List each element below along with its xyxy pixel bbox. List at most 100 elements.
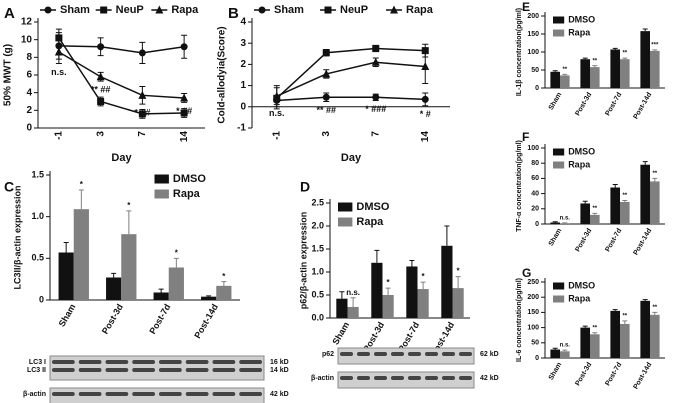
marker [55, 34, 63, 42]
x-tick-label: 7 [137, 131, 148, 137]
bar [452, 288, 464, 318]
y-axis-label: IL-6 concentration(pg/ml) [516, 278, 523, 362]
x-tick-label: 14 [179, 131, 190, 143]
blot-band [105, 360, 129, 364]
blot-size: 62 kD [480, 351, 499, 358]
error-bar [582, 57, 588, 60]
marker [155, 5, 164, 14]
blot-band [132, 360, 155, 364]
legend-label: DMSO [568, 146, 595, 156]
marker [322, 93, 330, 101]
error-bar [592, 212, 598, 215]
x-tick-label: Post-7d [147, 302, 172, 336]
error-bar [552, 347, 558, 350]
bar [580, 59, 590, 88]
marker [322, 69, 331, 78]
panel-letter: D [300, 179, 310, 195]
bar [371, 262, 383, 318]
blot-band [52, 392, 75, 396]
legend-label: Rapa [568, 159, 591, 169]
error-bar [444, 225, 450, 246]
y-tick-label: 150 [527, 309, 539, 316]
marker [96, 72, 105, 81]
bar [640, 300, 650, 358]
error-bar [221, 281, 227, 286]
legend-swatch [553, 161, 565, 169]
x-tick-label: Post-14d [632, 227, 653, 256]
significance: ** [652, 171, 657, 177]
blot-label: LC3 I [29, 359, 46, 366]
significance: ** [592, 206, 597, 212]
y-tick-label: 2.0 [311, 220, 324, 230]
significance: * ## [134, 108, 150, 118]
marker [390, 5, 398, 14]
x-tick-label: 3 [95, 131, 106, 137]
y-axis-label: 50% MWT (g) [3, 44, 14, 106]
blot-band [212, 368, 236, 372]
blot-band [374, 352, 387, 356]
blot-band [357, 376, 370, 380]
series-line [58, 37, 185, 115]
blot-band [185, 368, 209, 372]
bar [550, 222, 560, 224]
significance: n.s. [560, 343, 571, 349]
y-tick-label: 0 [240, 101, 246, 112]
x-tick-label: 14 [420, 131, 431, 143]
marker [421, 95, 429, 103]
blot-band [132, 368, 155, 372]
blot-band [132, 392, 155, 396]
blot-label: β-actin [23, 391, 46, 398]
blot-band [459, 352, 472, 356]
bar [382, 295, 394, 318]
legend-swatch [553, 148, 565, 156]
y-tick-label: 0 [39, 294, 44, 304]
y-tick-label: 0.5 [31, 253, 44, 263]
error-bar [562, 349, 568, 352]
marker [180, 109, 188, 117]
y-tick-label: 4 [26, 87, 32, 98]
x-tick-label: 3 [321, 131, 332, 137]
legend-label: Rapa [356, 216, 384, 228]
legend-swatch [338, 217, 353, 227]
error-bar [78, 189, 84, 210]
blot-band [105, 392, 129, 396]
significance: n.s. [346, 288, 360, 297]
error-bar [420, 281, 426, 290]
y-tick-label: 200 [527, 13, 539, 20]
significance: ** [622, 193, 627, 199]
error-bar [622, 199, 628, 202]
marker [421, 62, 430, 71]
significance: * [387, 278, 391, 287]
significance: *** [651, 42, 659, 48]
error-bar [612, 47, 618, 50]
error-bar [642, 161, 648, 165]
significance: * [222, 272, 226, 281]
y-axis-label: Cold-allodyia(Score) [217, 26, 228, 123]
blot-background [49, 387, 265, 403]
y-tick-label: 150 [527, 31, 539, 38]
x-tick-label: 7 [370, 131, 381, 137]
significance: n.s. [560, 215, 571, 221]
series-line [58, 51, 185, 99]
y-tick-label: 0.5 [311, 289, 324, 299]
bar [650, 50, 660, 88]
bar [550, 349, 560, 358]
error-bar [552, 221, 558, 223]
x-tick-label: Sham [548, 91, 564, 111]
panel-letter: A [4, 5, 15, 22]
significance: * # [420, 109, 431, 119]
panel-letter: G [522, 266, 531, 280]
bar [640, 164, 650, 224]
blot-band [408, 352, 421, 356]
error-bar [592, 332, 598, 335]
marker [97, 43, 105, 51]
marker [258, 6, 266, 14]
legend-swatch [338, 202, 353, 212]
marker [138, 90, 147, 99]
error-bar [582, 325, 588, 328]
bar [620, 323, 630, 358]
blot-size: 16 kD [270, 359, 289, 366]
significance: ** [652, 305, 657, 311]
blot-band [105, 368, 129, 372]
